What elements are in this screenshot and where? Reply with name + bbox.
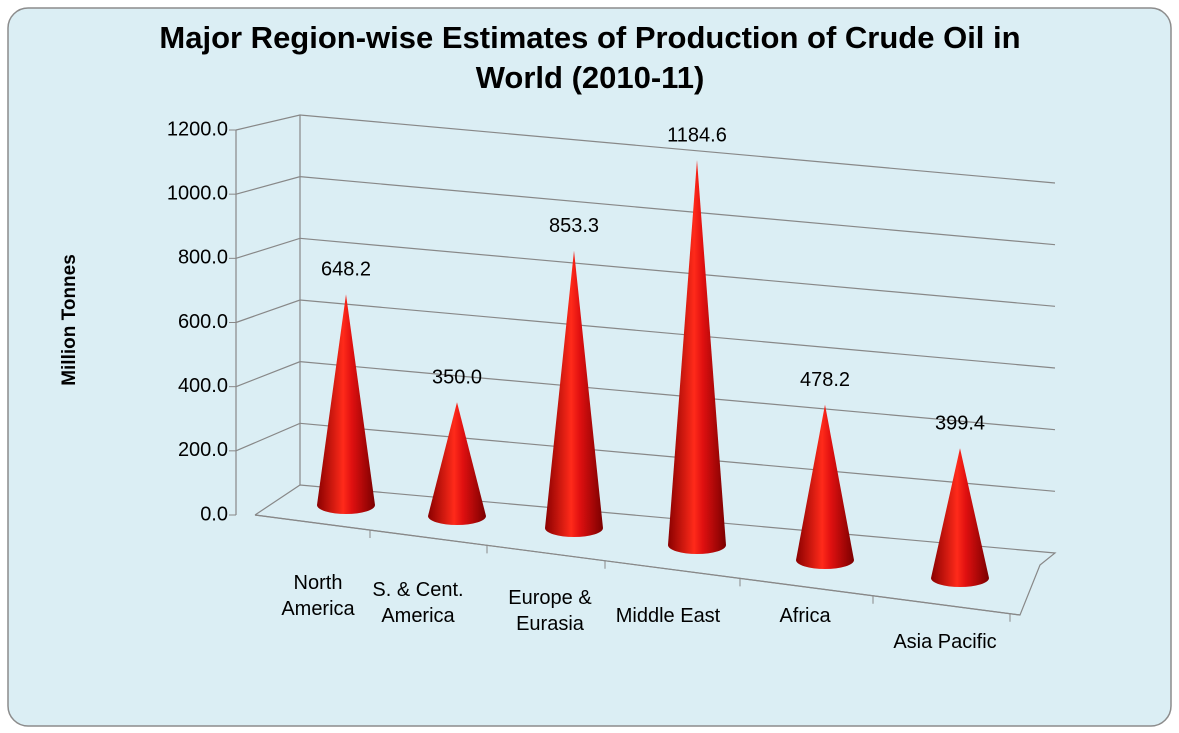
cone-body xyxy=(317,294,375,514)
x-tick-label: Europe & Eurasia xyxy=(508,587,592,635)
cone-body xyxy=(931,448,989,587)
y-tick-label: 400.0 xyxy=(178,375,228,397)
chart-frame xyxy=(7,7,1172,727)
x-tick-label: North America xyxy=(281,572,355,620)
x-tick-label: Africa xyxy=(779,605,831,627)
grid-line xyxy=(235,299,1056,369)
y-axis-title: Million Tonnes xyxy=(59,254,80,386)
y-tick-label: 600.0 xyxy=(178,311,228,333)
x-tick-label: Middle East xyxy=(615,605,721,627)
cone xyxy=(796,404,854,569)
data-label: 399.4 xyxy=(935,412,985,434)
cone xyxy=(545,250,603,538)
cone-body xyxy=(428,402,486,525)
y-tick-label: 0.0 xyxy=(200,503,228,525)
cone xyxy=(317,294,375,514)
cone-body xyxy=(796,404,854,569)
data-label: 478.2 xyxy=(800,369,850,391)
y-tick-label: 1000.0 xyxy=(167,182,228,204)
y-tick-label: 800.0 xyxy=(178,247,228,269)
data-label: 350.0 xyxy=(432,367,482,389)
data-label: 1184.6 xyxy=(667,124,727,146)
data-label: 648.2 xyxy=(321,259,371,281)
grid-line xyxy=(235,361,1056,431)
y-tick-label: 200.0 xyxy=(178,439,228,461)
chart-title: Major Region-wise Estimates of Productio… xyxy=(159,20,1021,95)
cone xyxy=(668,160,726,554)
grid-line xyxy=(235,176,1056,246)
cone-body xyxy=(545,250,603,538)
x-tick-label: S. & Cent. America xyxy=(372,579,464,627)
y-tick-label: 1200.0 xyxy=(167,118,228,140)
cone xyxy=(428,402,486,525)
x-axis xyxy=(254,514,1021,616)
grid-line xyxy=(235,237,1056,307)
cone-body xyxy=(668,160,726,554)
grid-line xyxy=(235,114,1056,184)
grid-line xyxy=(235,422,1056,492)
data-label: 853.3 xyxy=(549,215,599,237)
cone xyxy=(931,448,989,587)
x-tick-label: Asia Pacific xyxy=(893,631,997,653)
